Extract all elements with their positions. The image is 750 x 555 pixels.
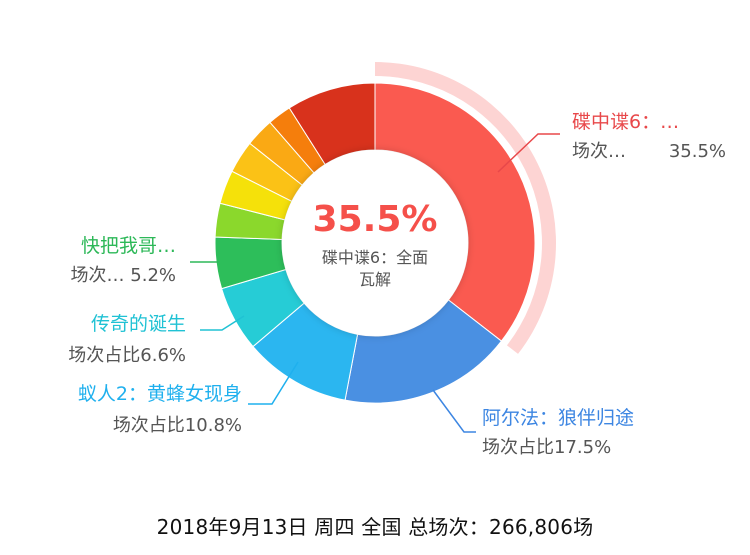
label-title-0: 碟中谍6：… [572, 111, 679, 133]
label-title-2: 蚁人2：黄蜂女现身 [78, 383, 242, 405]
label-sub-2: 场次占比10.8% [113, 415, 242, 436]
label-title-4: 快把我哥… [81, 235, 176, 257]
label-sub-0: 场次… [572, 141, 626, 162]
callout-slice-2: 蚁人2：黄蜂女现身 场次占比10.8% [78, 361, 299, 436]
center-name-line2: 瓦解 [359, 270, 391, 289]
label-sub-4: 场次… 5.2% [71, 265, 176, 286]
leader-line-2 [248, 361, 299, 405]
label-pct-0: 35.5% [669, 141, 726, 162]
callout-slice-1: 阿尔法：狼伴归途 场次占比17.5% [432, 389, 634, 458]
callout-slice-0: 碟中谍6：… 场次… 35.5% [497, 111, 726, 173]
slices-layer [214, 62, 557, 404]
slice-highlight-0 [375, 62, 557, 354]
label-title-3: 传奇的诞生 [91, 313, 186, 335]
donut-hole [282, 150, 468, 336]
leader-line-0 [497, 133, 560, 173]
donut-chart: 35.5% 碟中谍6：全面 瓦解 碟中谍6：… 场次… 35.5% 阿尔法：狼伴… [68, 62, 726, 458]
callout-slice-4: 快把我哥… 场次… 5.2% [71, 235, 218, 286]
center-name-line1: 碟中谍6：全面 [322, 248, 428, 267]
label-sub-1: 场次占比17.5% [482, 437, 611, 458]
callout-slice-3: 传奇的诞生 场次占比6.6% [68, 313, 245, 366]
leader-line-3 [200, 315, 245, 331]
label-title-1: 阿尔法：狼伴归途 [482, 407, 634, 429]
center-value: 35.5% [313, 199, 438, 240]
leader-line-1 [432, 389, 476, 433]
label-sub-3: 场次占比6.6% [68, 345, 186, 366]
footer-caption: 2018年9月13日 周四 全国 总场次：266,806场 [156, 515, 594, 539]
